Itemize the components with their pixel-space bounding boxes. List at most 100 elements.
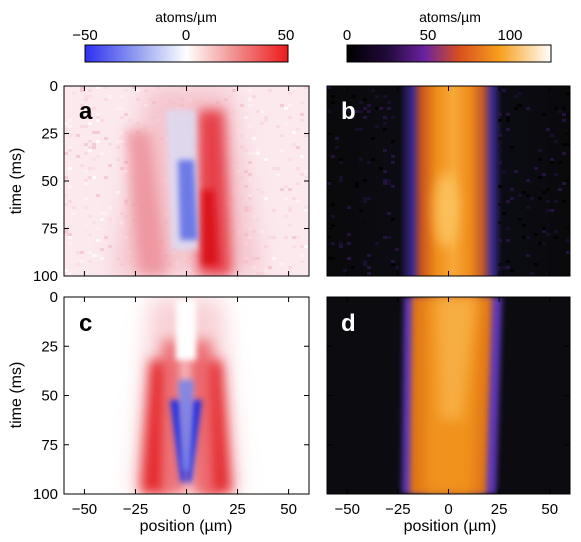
noise-pixel [526, 194, 530, 197]
noise-pixel [76, 134, 80, 137]
noise-pixel [264, 158, 268, 161]
noise-pixel [96, 131, 100, 134]
noise-pixel [120, 116, 124, 119]
noise-pixel [506, 116, 510, 119]
noise-pixel [80, 260, 84, 263]
noise-pixel [92, 107, 96, 110]
noise-pixel [558, 161, 562, 164]
noise-pixel [506, 128, 510, 131]
noise-pixel [304, 209, 308, 212]
noise-pixel [80, 251, 84, 254]
noise-pixel [327, 257, 331, 260]
noise-pixel [96, 254, 100, 257]
noise-pixel [510, 269, 514, 272]
noise-pixel [284, 185, 288, 188]
noise-pixel [108, 206, 112, 209]
noise-pixel [526, 236, 530, 239]
noise-pixel [327, 173, 331, 176]
noise-pixel [498, 119, 502, 122]
noise-pixel [104, 236, 108, 239]
noise-pixel [542, 227, 546, 230]
noise-pixel [562, 119, 566, 122]
noise-pixel [359, 128, 363, 131]
noise-pixel [379, 167, 383, 170]
noise-pixel [363, 260, 367, 263]
noise-pixel [116, 191, 120, 194]
noise-pixel [244, 149, 248, 152]
y-tick-label: 100 [33, 268, 58, 285]
noise-pixel [546, 209, 550, 212]
noise-pixel [128, 119, 132, 122]
noise-pixel [391, 140, 395, 143]
noise-pixel [88, 167, 92, 170]
noise-pixel [304, 170, 308, 173]
noise-pixel [562, 152, 566, 155]
noise-pixel [331, 101, 335, 104]
noise-pixel [136, 98, 140, 101]
noise-pixel [498, 134, 502, 137]
noise-pixel [566, 239, 570, 242]
noise-pixel [264, 116, 268, 119]
noise-pixel [526, 206, 530, 209]
noise-pixel [375, 95, 379, 98]
noise-pixel [248, 179, 252, 182]
noise-pixel [124, 170, 128, 173]
noise-pixel [506, 227, 510, 230]
noise-pixel [92, 167, 96, 170]
panel-c [64, 297, 309, 494]
noise-pixel [363, 200, 367, 203]
noise-pixel [144, 89, 148, 92]
x-tick-label: −25 [385, 501, 410, 518]
noise-pixel [518, 92, 522, 95]
noise-pixel [518, 137, 522, 140]
noise-pixel [546, 233, 550, 236]
noise-pixel [387, 107, 391, 110]
noise-pixel [363, 221, 367, 224]
noise-pixel [248, 125, 252, 128]
noise-pixel [506, 260, 510, 263]
colorbar-left [84, 44, 289, 63]
panel-label-a: a [79, 98, 93, 125]
y-tick-label: 75 [41, 221, 58, 238]
noise-pixel [383, 128, 387, 131]
noise-pixel [84, 152, 88, 155]
noise-pixel [136, 89, 140, 92]
noise-pixel [272, 167, 276, 170]
noise-pixel [120, 221, 124, 224]
noise-pixel [92, 158, 96, 161]
noise-pixel [510, 188, 514, 191]
noise-pixel [391, 185, 395, 188]
noise-pixel [367, 266, 371, 269]
noise-pixel [562, 200, 566, 203]
noise-pixel [331, 224, 335, 227]
noise-pixel [84, 143, 88, 146]
colorbar-right-title: atoms/µm [419, 9, 481, 25]
noise-pixel [546, 200, 550, 203]
noise-pixel [383, 215, 387, 218]
noise-pixel [506, 266, 510, 269]
noise-pixel [260, 272, 264, 275]
noise-pixel [502, 266, 506, 269]
noise-pixel [506, 221, 510, 224]
noise-pixel [124, 131, 128, 134]
noise-pixel [108, 143, 112, 146]
noise-pixel [566, 113, 570, 116]
noise-pixel [88, 113, 92, 116]
noise-pixel [347, 110, 351, 113]
noise-pixel [120, 95, 124, 98]
noise-pixel [550, 158, 554, 161]
noise-pixel [562, 182, 566, 185]
noise-pixel [248, 98, 252, 101]
noise-pixel [566, 242, 570, 245]
noise-pixel [331, 242, 335, 245]
noise-pixel [84, 170, 88, 173]
noise-pixel [391, 116, 395, 119]
noise-pixel [92, 176, 96, 179]
noise-pixel [502, 212, 506, 215]
noise-pixel [260, 110, 264, 113]
noise-pixel [116, 107, 120, 110]
noise-pixel [80, 125, 84, 128]
noise-pixel [96, 155, 100, 158]
noise-pixel [502, 110, 506, 113]
noise-pixel [395, 248, 399, 251]
